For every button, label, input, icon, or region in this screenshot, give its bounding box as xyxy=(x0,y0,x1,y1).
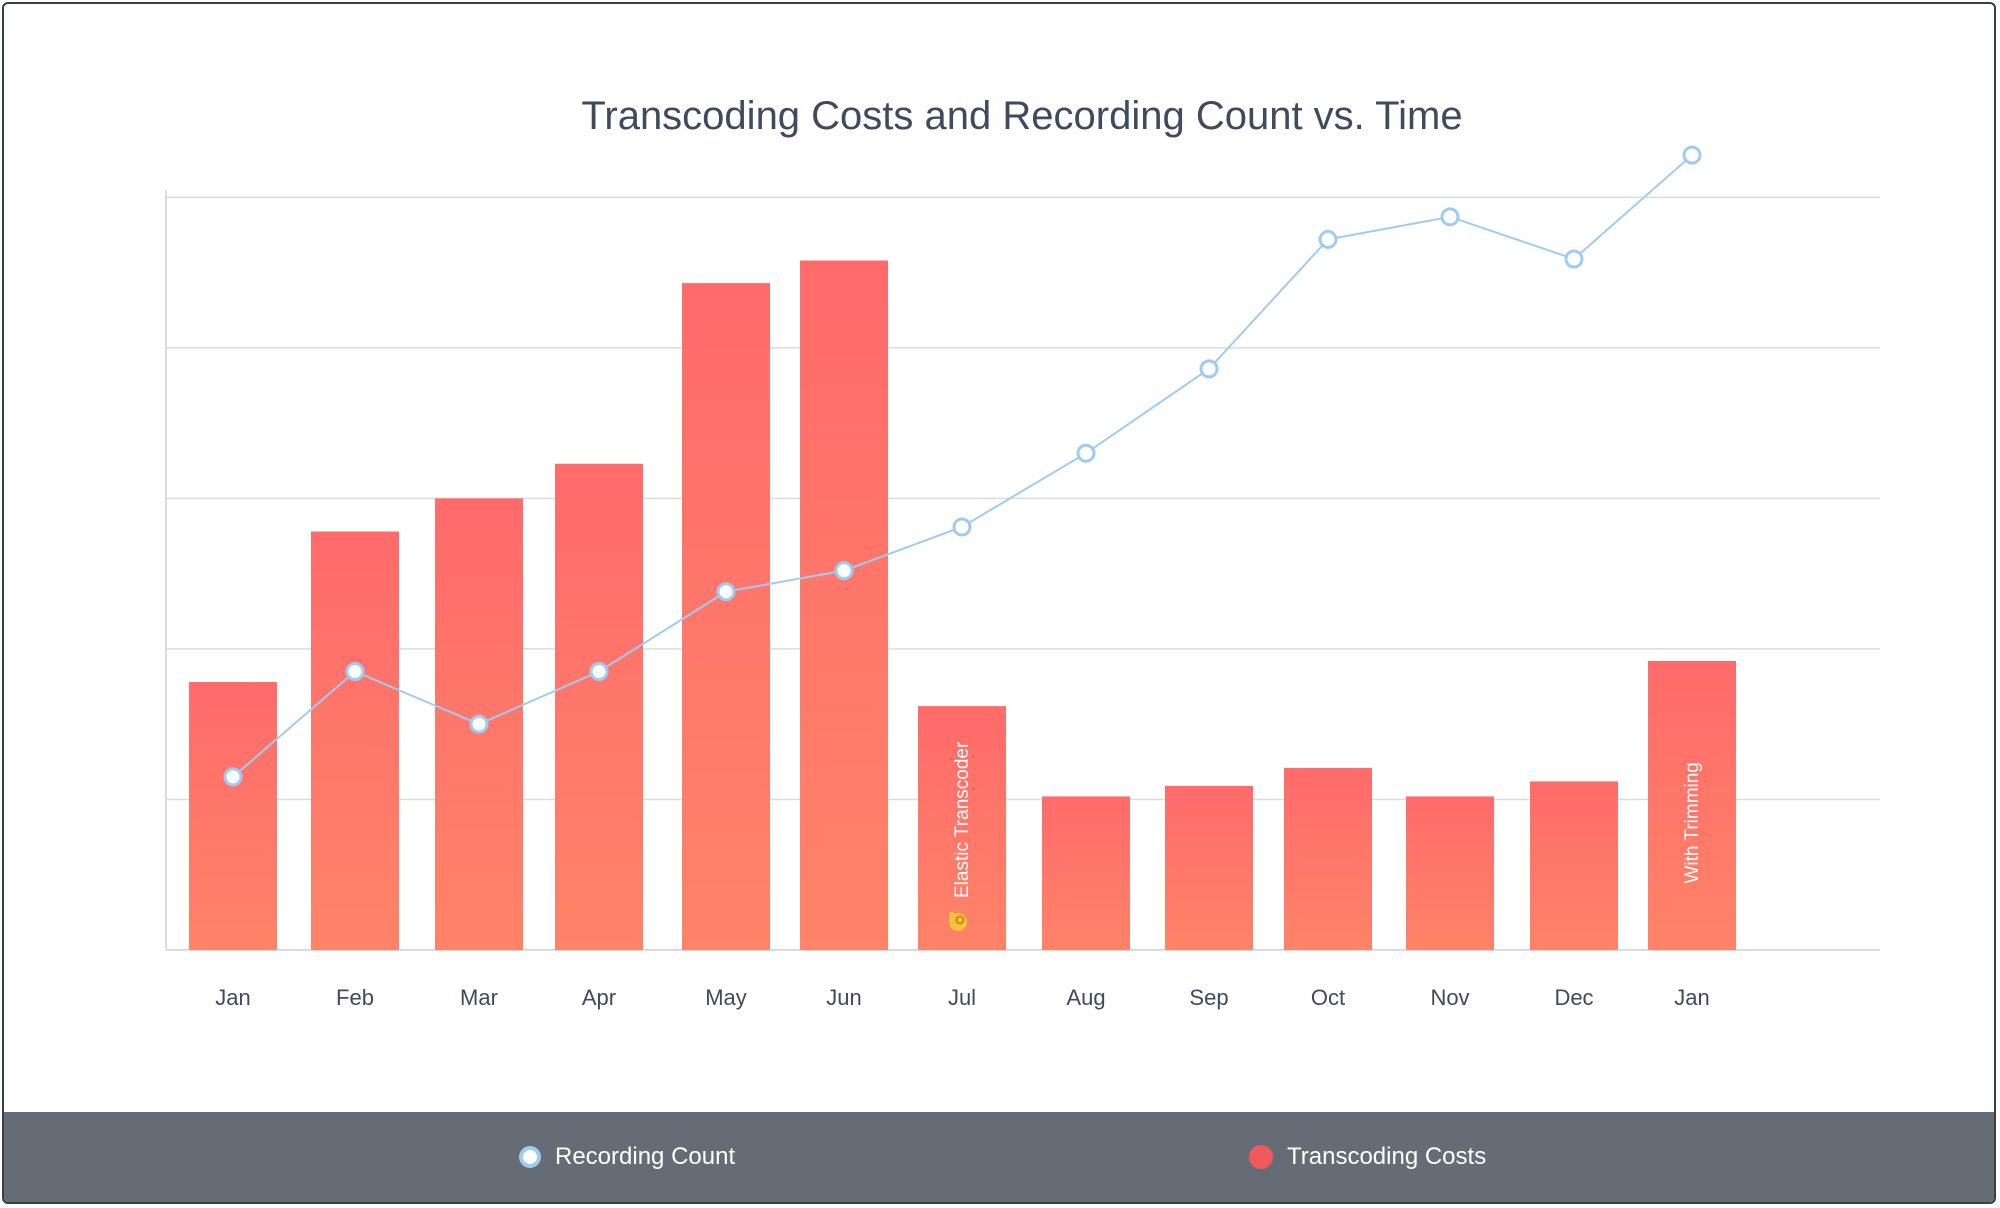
recording-count-point[interactable] xyxy=(1440,207,1460,227)
bar-transcoding-cost[interactable] xyxy=(1406,796,1494,950)
recording-count-point[interactable] xyxy=(716,582,736,602)
x-tick-label: Mar xyxy=(460,985,498,1010)
bar-transcoding-cost[interactable] xyxy=(800,260,888,950)
recording-line xyxy=(223,145,1702,787)
bars xyxy=(189,260,1736,951)
x-tick-label: Nov xyxy=(1430,985,1469,1010)
x-tick-label: Jun xyxy=(826,985,861,1010)
grid xyxy=(165,190,1880,951)
x-tick-label: Jul xyxy=(948,985,976,1010)
recording-count-point[interactable] xyxy=(1076,443,1096,463)
bar-annotation: Elastic Transcoder xyxy=(952,741,973,898)
recording-count-point[interactable] xyxy=(1199,359,1219,379)
bar-transcoding-cost[interactable] xyxy=(682,283,770,951)
recording-count-point[interactable] xyxy=(345,661,365,681)
x-tick-label: Jan xyxy=(215,985,250,1010)
recording-count-point[interactable] xyxy=(1564,249,1584,269)
bar-transcoding-cost[interactable] xyxy=(1165,785,1253,950)
legend-item-recording-count[interactable]: Recording Count xyxy=(519,1112,735,1202)
legend-item-transcoding-costs[interactable]: Transcoding Costs xyxy=(1249,1112,1486,1202)
x-tick-label: Sep xyxy=(1189,985,1228,1010)
recording-count-swatch-icon xyxy=(519,1146,541,1168)
transcoding-costs-swatch-icon xyxy=(1249,1145,1273,1169)
bar-annotation: With Trimming xyxy=(1682,762,1703,883)
recording-count-point[interactable] xyxy=(223,767,243,787)
legend: Recording Count Transcoding Costs xyxy=(4,1112,1994,1202)
recording-count-point[interactable] xyxy=(1682,145,1702,165)
recording-count-point[interactable] xyxy=(589,661,609,681)
x-tick-label: Oct xyxy=(1311,985,1345,1010)
x-tick-label: Apr xyxy=(582,985,616,1010)
recording-count-point[interactable] xyxy=(469,714,489,734)
bar-transcoding-cost[interactable] xyxy=(918,706,1006,950)
x-tick-label: Dec xyxy=(1554,985,1593,1010)
bar-transcoding-cost[interactable] xyxy=(1042,796,1130,950)
bar-transcoding-cost[interactable] xyxy=(1530,781,1618,950)
chart: Elastic Transcoder With Trimming Jan Feb Ma… xyxy=(165,94,1880,1010)
bar-transcoding-cost[interactable] xyxy=(1648,660,1736,950)
legend-recording-label: Recording Count xyxy=(555,1143,736,1170)
recording-count-point[interactable] xyxy=(834,561,854,581)
bar-transcoding-cost[interactable] xyxy=(555,463,643,950)
chart-title: Transcoding Costs and Recording Count vs… xyxy=(581,94,1462,138)
ok-hand-icon xyxy=(949,912,967,931)
bar-transcoding-cost[interactable] xyxy=(311,531,399,950)
x-tick-label: May xyxy=(705,985,747,1010)
bar-transcoding-cost[interactable] xyxy=(1284,767,1372,950)
recording-count-point[interactable] xyxy=(952,517,972,537)
recording-count-point[interactable] xyxy=(1318,229,1338,249)
x-tick-label: Aug xyxy=(1066,985,1105,1010)
x-tick-label: Feb xyxy=(336,985,374,1010)
x-tick-label: Jan xyxy=(1674,985,1709,1010)
x-axis-labels: Jan Feb Mar Apr May Jun Jul Aug Sep Oct Nov Dec Jan xyxy=(215,985,1709,1010)
legend-costs-label: Transcoding Costs xyxy=(1287,1143,1487,1170)
bar-transcoding-cost[interactable] xyxy=(189,682,277,950)
annotations: Elastic Transcoder With Trimming xyxy=(949,741,1703,931)
